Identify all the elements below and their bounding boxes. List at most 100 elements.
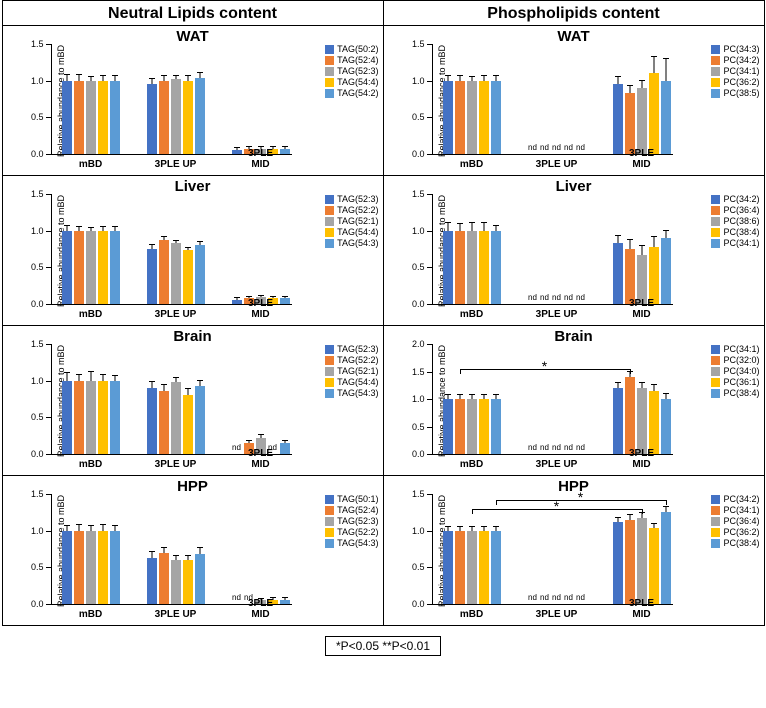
- bar: [661, 512, 671, 604]
- legend-label: PC(34:1): [723, 238, 759, 248]
- legend-swatch: [711, 539, 720, 548]
- legend-swatch: [325, 539, 334, 548]
- legend-label: TAG(52:4): [337, 55, 378, 65]
- ytick-label: 1.0: [22, 526, 44, 536]
- plot-area: 0.00.51.01.5mBD3PLE UP3PLE MID: [51, 44, 292, 155]
- ytick-label: 1.5: [403, 489, 425, 499]
- legend-item: TAG(52:3): [325, 194, 378, 204]
- legend-label: TAG(52:3): [337, 66, 378, 76]
- xtick-label: mBD: [460, 159, 483, 170]
- bar: [171, 243, 181, 304]
- bar-group: [62, 81, 120, 154]
- bar: [625, 93, 635, 154]
- plot-area: 0.00.51.01.5mBD3PLE UP3PLE MID: [51, 194, 292, 305]
- panel-hpp: HPPRelative abundance to mBD0.00.51.01.5…: [3, 475, 383, 625]
- legend-label: PC(38:4): [723, 388, 759, 398]
- legend-item: PC(38:4): [711, 388, 759, 398]
- nd-label: nd: [528, 593, 537, 602]
- bar-group: [613, 512, 671, 604]
- legend-swatch: [711, 506, 720, 515]
- legend-label: TAG(50:1): [337, 494, 378, 504]
- ytick-label: 0.0: [403, 599, 425, 609]
- bar: [74, 81, 84, 154]
- nd-label: nd: [540, 593, 549, 602]
- xtick-label: 3PLE MID: [626, 598, 657, 620]
- bar-group: [62, 231, 120, 304]
- legend-item: PC(36:1): [711, 377, 759, 387]
- xtick-label: 3PLE UP: [536, 459, 578, 470]
- bar: [110, 381, 120, 454]
- legend-swatch: [711, 206, 720, 215]
- bar-group: [443, 399, 501, 454]
- legend-swatch: [711, 45, 720, 54]
- nd-label: nd: [540, 443, 549, 452]
- xtick-label: 3PLE MID: [626, 448, 657, 470]
- legend-item: TAG(52:1): [325, 216, 378, 226]
- ytick-label: 1.5: [22, 39, 44, 49]
- ytick-label: 1.0: [22, 76, 44, 86]
- ytick-label: 0.0: [22, 599, 44, 609]
- legend-swatch: [325, 206, 334, 215]
- legend-swatch: [325, 45, 334, 54]
- bar: [183, 560, 193, 604]
- bar: [171, 79, 181, 154]
- bar: [183, 250, 193, 304]
- xtick-label: 3PLE MID: [245, 148, 276, 170]
- figure-root: Neutral Lipids content WATRelative abund…: [0, 0, 766, 656]
- bar: [637, 518, 647, 604]
- bar: [86, 81, 96, 154]
- ytick-label: 1.5: [22, 489, 44, 499]
- ytick-label: 0.0: [403, 299, 425, 309]
- xtick-label: mBD: [79, 159, 102, 170]
- bar: [467, 231, 477, 304]
- nd-label: nd: [528, 293, 537, 302]
- bar: [232, 300, 242, 304]
- legend-label: PC(34:3): [723, 44, 759, 54]
- xtick-label: 3PLE UP: [536, 309, 578, 320]
- bar: [110, 231, 120, 304]
- ytick-label: 1.5: [403, 367, 425, 377]
- legend-label: TAG(52:4): [337, 505, 378, 515]
- legend-item: PC(32:0): [711, 355, 759, 365]
- legend-item: TAG(52:1): [325, 366, 378, 376]
- xtick-label: 3PLE UP: [536, 609, 578, 620]
- ytick-label: 1.0: [22, 226, 44, 236]
- nd-label: nd: [576, 443, 585, 452]
- xtick-label: 3PLE UP: [536, 159, 578, 170]
- bar-group: [147, 78, 205, 154]
- legend-item: TAG(52:2): [325, 205, 378, 215]
- legend-item: TAG(54:3): [325, 538, 378, 548]
- legend-swatch: [711, 528, 720, 537]
- legend-label: TAG(54:3): [337, 388, 378, 398]
- legend-label: PC(34:1): [723, 66, 759, 76]
- column-neutral-lipids: Neutral Lipids content WATRelative abund…: [2, 0, 384, 626]
- bar: [171, 560, 181, 604]
- nd-label: nd: [540, 293, 549, 302]
- bar: [195, 245, 205, 304]
- ytick-label: 1.0: [22, 376, 44, 386]
- legend-label: PC(34:2): [723, 494, 759, 504]
- bar: [491, 231, 501, 304]
- bar: [479, 231, 489, 304]
- legend-item: TAG(52:3): [325, 66, 378, 76]
- bar: [183, 81, 193, 154]
- plot-area: 0.00.51.01.5mBDndndndndnd3PLE UP3PLE MID: [432, 44, 673, 155]
- legend-swatch: [711, 389, 720, 398]
- nd-label: nd: [576, 593, 585, 602]
- ytick-label: 0.0: [22, 299, 44, 309]
- legend-swatch: [711, 67, 720, 76]
- ytick-label: 0.0: [403, 449, 425, 459]
- bar: [159, 553, 169, 604]
- bar: [86, 381, 96, 454]
- legend-item: TAG(54:4): [325, 377, 378, 387]
- bar: [649, 247, 659, 304]
- legend-item: PC(34:1): [711, 66, 759, 76]
- ytick-label: 1.0: [403, 394, 425, 404]
- bar: [110, 531, 120, 604]
- nd-label: nd: [564, 293, 573, 302]
- ytick-label: 0.0: [403, 149, 425, 159]
- panel-brain: BrainRelative abundance to mBD0.00.51.01…: [384, 325, 764, 475]
- legend-item: TAG(50:1): [325, 494, 378, 504]
- significance-star: *: [578, 494, 583, 500]
- bar: [479, 399, 489, 454]
